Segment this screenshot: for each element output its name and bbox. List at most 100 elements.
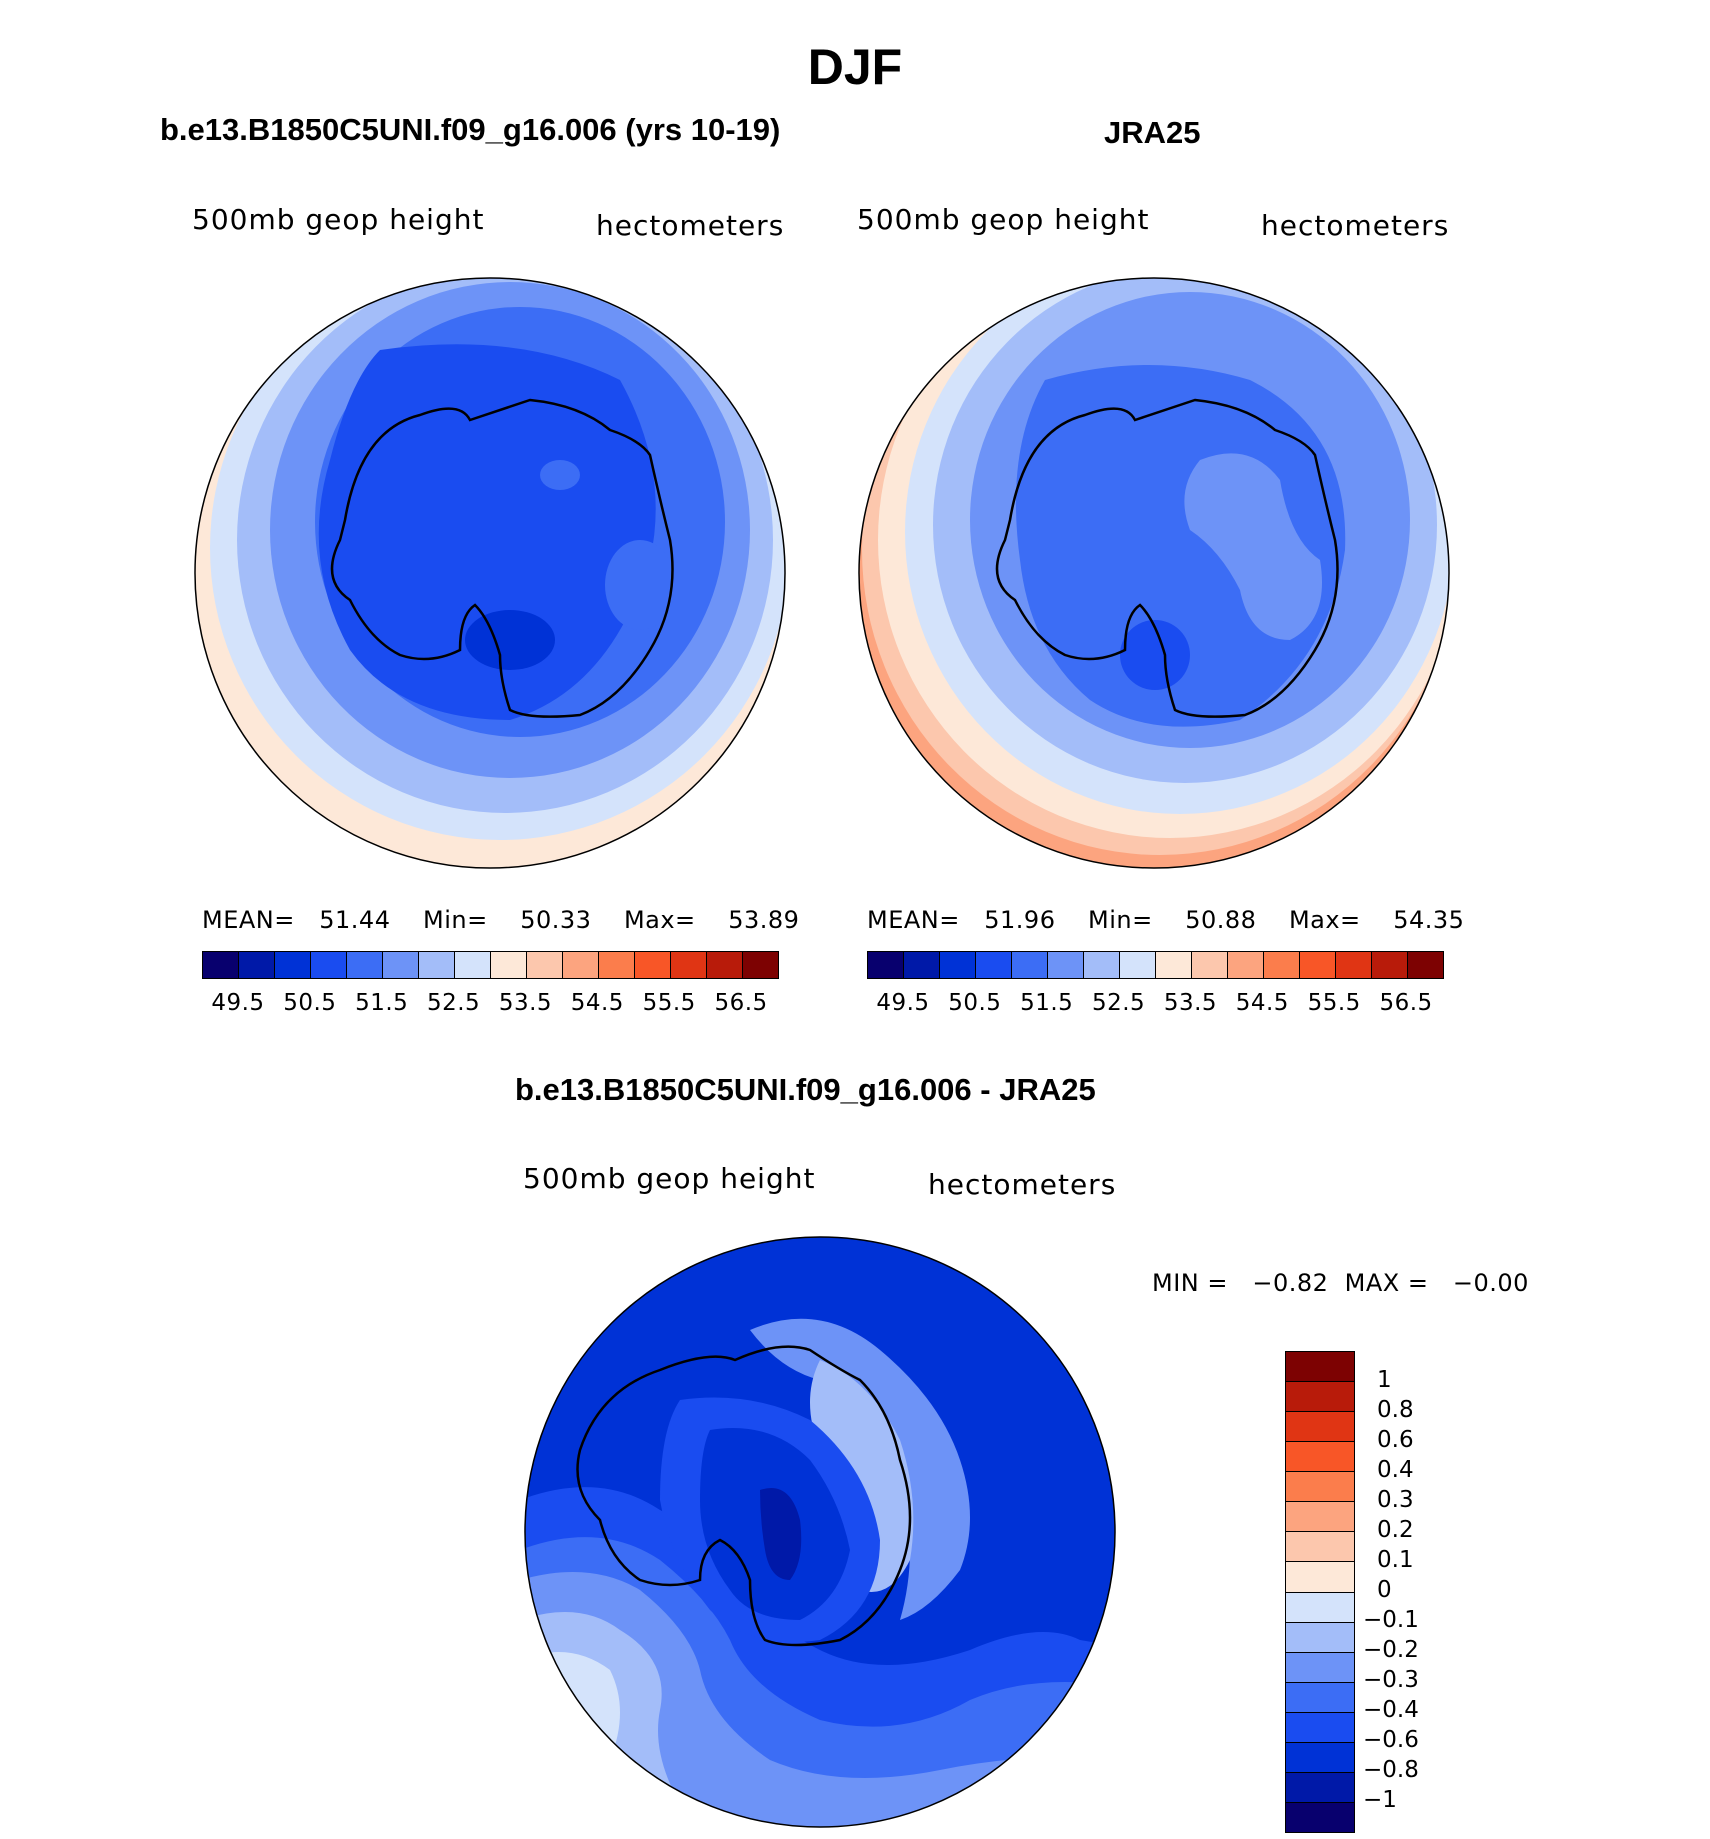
colorbar-swatch [904, 952, 940, 978]
colorbar-swatch [1192, 952, 1228, 978]
colorbar-swatch [383, 952, 419, 978]
colorbar-swatch [1084, 952, 1120, 978]
colorbar-swatch [635, 952, 671, 978]
colorbar-tick-label: 53.5 [498, 990, 553, 1016]
panel-1-stats: MEAN= 51.44 Min= 50.33 Max= 53.89 [202, 906, 800, 934]
colorbar-1 [202, 951, 779, 979]
colorbar-swatch [1408, 952, 1443, 978]
colorbar-tick-label: 54.5 [570, 990, 624, 1016]
colorbar-swatch [1372, 952, 1408, 978]
colorbar-tick-label: 55.5 [1307, 990, 1361, 1016]
colorbar-tick-label: −0.4 [1363, 1697, 1419, 1723]
colorbar-swatch [203, 952, 239, 978]
panel-1-units: hectometers [596, 209, 785, 242]
map-panel-1 [194, 277, 1450, 869]
colorbar-swatch [239, 952, 275, 978]
colorbar-tick-label: 49.5 [211, 990, 265, 1016]
colorbar-tick-label: 0.1 [1377, 1547, 1414, 1573]
colorbar-2 [867, 951, 1444, 979]
coastline-2 [995, 398, 1339, 718]
colorbar-swatch [1286, 1772, 1354, 1803]
panel-1-variable: 500mb geop height [192, 203, 485, 236]
colorbar-swatch [599, 952, 635, 978]
colorbar-tick-label: 1 [1377, 1367, 1392, 1393]
colorbar-tick-label: 52.5 [426, 990, 481, 1016]
colorbar-tick-label: 0.2 [1377, 1517, 1414, 1543]
panel-2-title: JRA25 [1104, 115, 1201, 150]
colorbar-swatch [743, 952, 778, 978]
colorbar-swatch [1286, 1352, 1354, 1383]
colorbar-swatch [1286, 1472, 1354, 1503]
colorbar-tick-label: 50.5 [283, 990, 337, 1016]
colorbar-tick-label: 50.5 [948, 990, 1002, 1016]
colorbar-swatch [563, 952, 599, 978]
colorbar-swatch [1336, 952, 1372, 978]
colorbar-tick-label: −0.8 [1363, 1757, 1419, 1783]
coastline-3 [576, 1345, 912, 1647]
colorbar-tick-label: 49.5 [876, 990, 930, 1016]
contour-fill-2 [859, 278, 1449, 868]
colorbar-tick-label: 0 [1377, 1577, 1392, 1603]
colorbar-swatch [491, 952, 527, 978]
panel-3-title: b.e13.B1850C5UNI.f09_g16.006 - JRA25 [515, 1072, 1096, 1107]
contour-fill-3 [525, 1237, 1115, 1827]
colorbar-swatch [976, 952, 1012, 978]
colorbar-swatch [419, 952, 455, 978]
colorbar-tick-label: 0.8 [1377, 1397, 1414, 1423]
colorbar-swatch [1300, 952, 1336, 978]
colorbar-3 [1285, 1351, 1355, 1833]
map-panel-3 [524, 1236, 1116, 1828]
colorbar-swatch [1286, 1412, 1354, 1443]
colorbar-tick-label: 51.5 [1020, 990, 1074, 1016]
colorbar-tick-label: 56.5 [1379, 990, 1433, 1016]
colorbar-swatch [347, 952, 383, 978]
colorbar-swatch [1120, 952, 1156, 978]
panel-2-variable: 500mb geop height [857, 203, 1150, 236]
colorbar-3-ticks: 1 0.8 0.6 0.4 0.3 0.2 0.1 0 −0.1 −0.2 −0.3 −0.4 −0.6… [1363, 1351, 1523, 1831]
colorbar-tick-label: −0.3 [1363, 1667, 1419, 1693]
colorbar-swatch [1286, 1682, 1354, 1713]
colorbar-swatch [455, 952, 491, 978]
colorbar-swatch [671, 952, 707, 978]
colorbar-swatch [1286, 1442, 1354, 1473]
colorbar-tick-label: −0.6 [1363, 1727, 1419, 1753]
colorbar-swatch [1048, 952, 1084, 978]
colorbar-swatch [1156, 952, 1192, 978]
colorbar-swatch [1286, 1742, 1354, 1773]
colorbar-swatch [1286, 1562, 1354, 1593]
colorbar-swatch [1286, 1502, 1354, 1533]
colorbar-swatch [1286, 1592, 1354, 1623]
colorbar-swatch [1264, 952, 1300, 978]
colorbar-swatch [940, 952, 976, 978]
panel-3-variable: 500mb geop height [523, 1162, 816, 1195]
colorbar-tick-label: 56.5 [714, 990, 768, 1016]
panel-3-units: hectometers [928, 1168, 1117, 1201]
panel-2-units: hectometers [1261, 209, 1450, 242]
colorbar-swatch [275, 952, 311, 978]
colorbar-tick-label: 55.5 [642, 990, 696, 1016]
colorbar-swatch [527, 952, 563, 978]
colorbar-swatch [1228, 952, 1264, 978]
colorbar-tick-label: 52.5 [1091, 990, 1146, 1016]
colorbar-swatch [1286, 1532, 1354, 1563]
contour-fill-1 [195, 278, 785, 868]
panel-1-title: b.e13.B1850C5UNI.f09_g16.006 (yrs 10-19) [160, 112, 781, 147]
colorbar-swatch [1286, 1712, 1354, 1743]
colorbar-swatch [311, 952, 347, 978]
colorbar-swatch [1286, 1802, 1354, 1832]
colorbar-swatch [707, 952, 743, 978]
colorbar-tick-label: 0.6 [1377, 1427, 1414, 1453]
colorbar-tick-label: 0.3 [1377, 1487, 1414, 1513]
colorbar-swatch [1286, 1652, 1354, 1683]
colorbar-tick-label: −0.2 [1363, 1637, 1419, 1663]
colorbar-tick-label: 53.5 [1163, 990, 1218, 1016]
coastline-1 [330, 398, 674, 718]
colorbar-tick-label: 51.5 [355, 990, 409, 1016]
panel-2-stats: MEAN= 51.96 Min= 50.88 Max= 54.35 [867, 906, 1465, 934]
panel-3-stats: MIN = −0.82 MAX = −0.00 [1152, 1269, 1529, 1297]
colorbar-tick-label: 54.5 [1235, 990, 1289, 1016]
colorbar-swatch [1286, 1622, 1354, 1653]
colorbar-tick-label: −0.1 [1363, 1607, 1419, 1633]
figure-title: DJF [807, 39, 903, 95]
colorbar-swatch [1286, 1382, 1354, 1413]
